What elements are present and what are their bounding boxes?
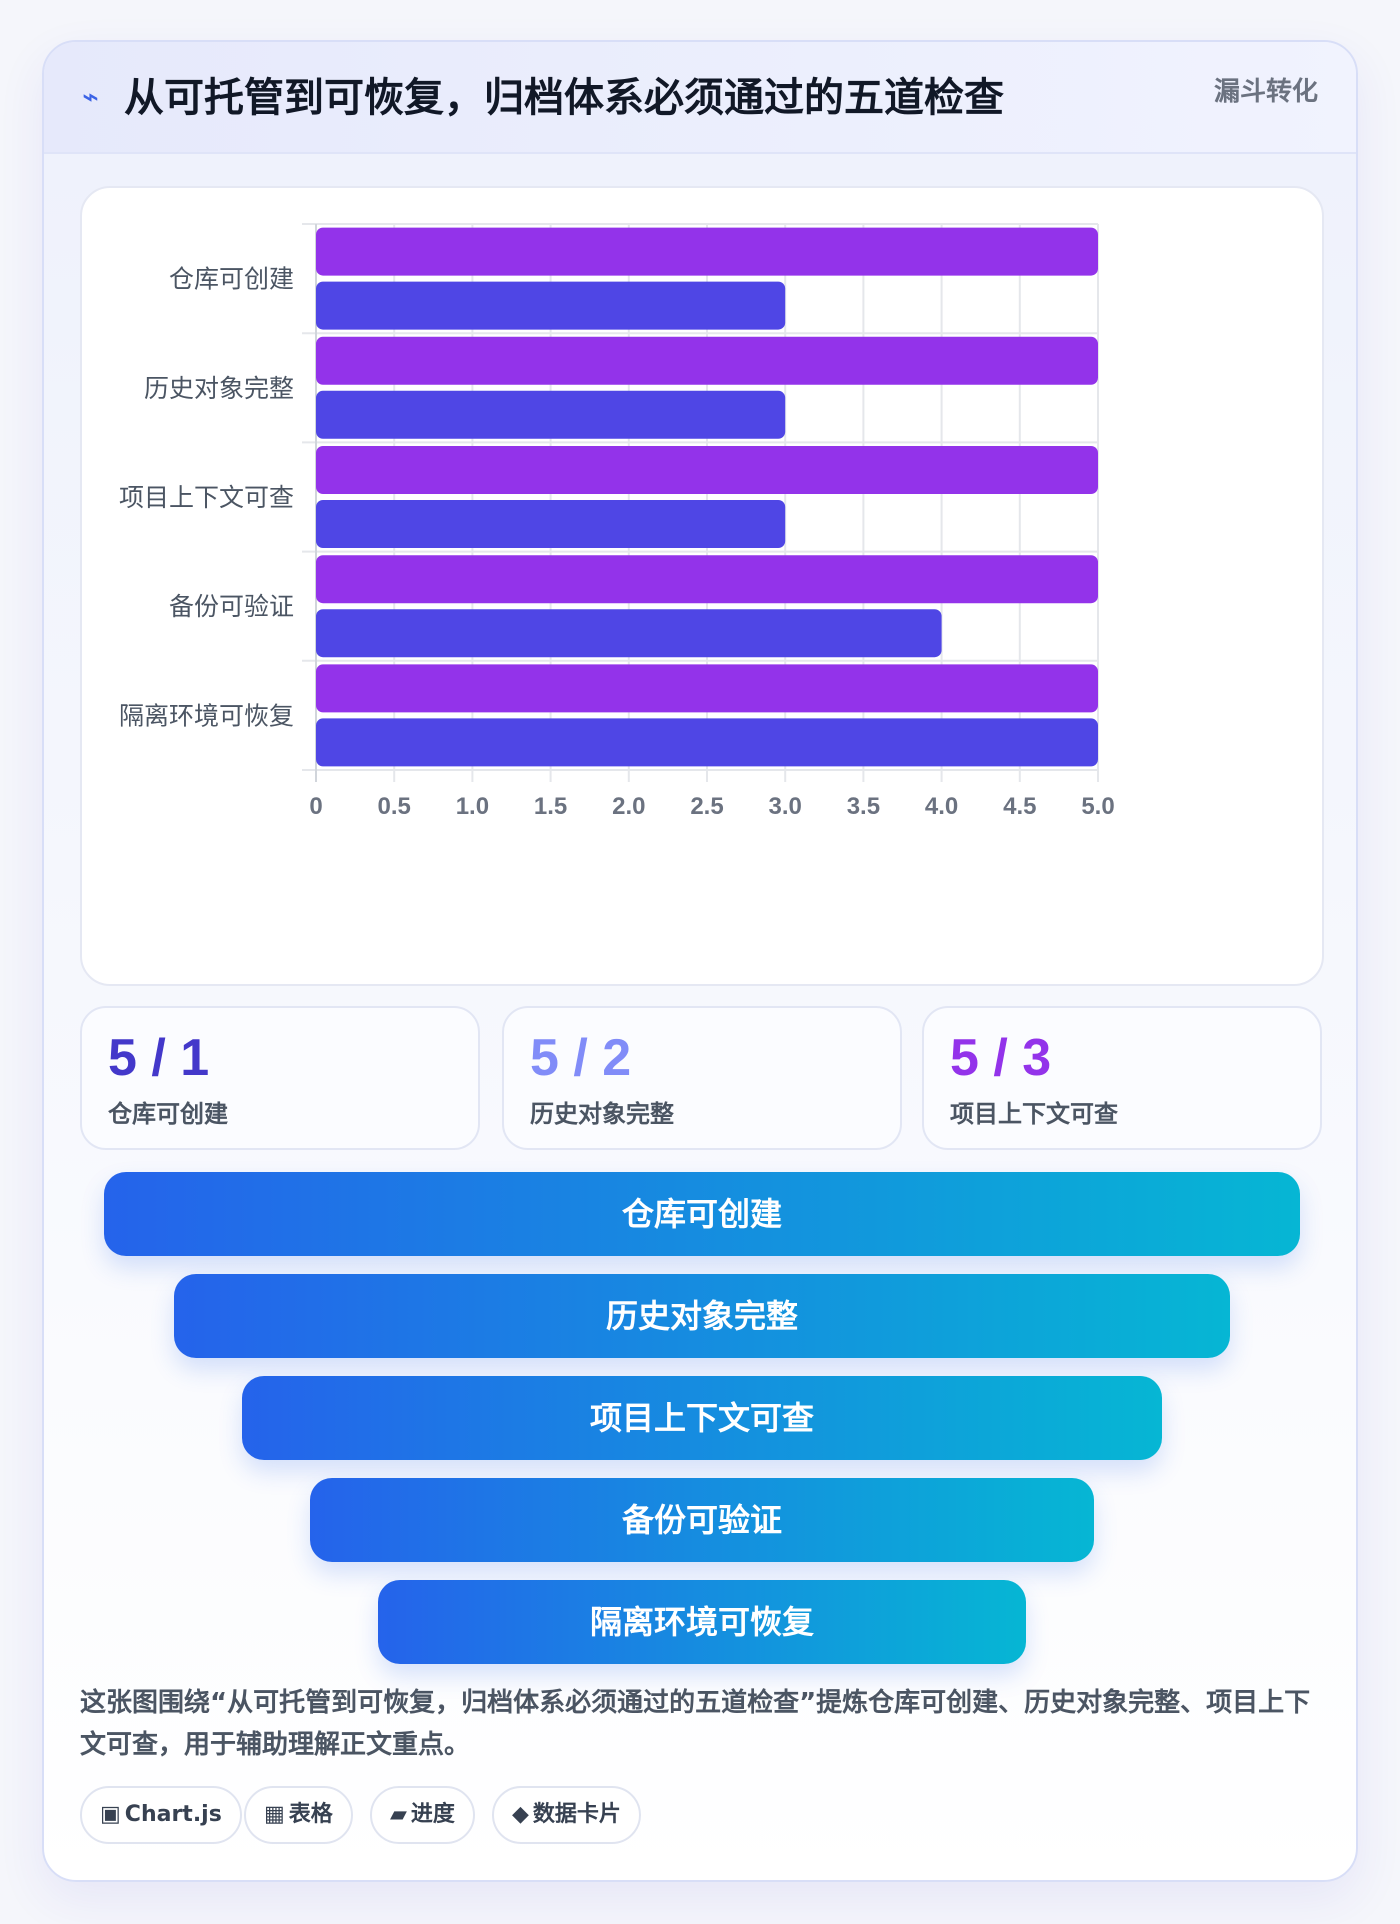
funnel-step: 历史对象完整	[174, 1274, 1230, 1358]
chip-label: 数据卡片	[532, 1802, 621, 1827]
description-text: 这张图围绕“从可托管到可恢复，归档体系必须通过的五道检查”提炼仓库可创建、历史对…	[80, 1688, 1311, 1760]
stat-label: 仓库可创建	[108, 1100, 228, 1128]
stat-card: 5 / 1 仓库可创建	[80, 1006, 480, 1150]
bar	[316, 390, 786, 439]
x-tick-label: 2.0	[612, 793, 645, 820]
chip-progress[interactable]: ▰ 进度	[370, 1786, 475, 1844]
card-header: ⌁ 从可托管到可恢复，归档体系必须通过的五道检查 漏斗转化	[44, 42, 1356, 154]
x-tick-label: 0	[309, 793, 322, 820]
bar	[316, 336, 1098, 385]
bar	[316, 446, 1098, 494]
chart-panel: 仓库可创建历史对象完整项目上下文可查备份可验证隔离环境可恢复 0 0.5 1.0 1.5…	[80, 186, 1324, 986]
progress-icon: ▰	[390, 1802, 407, 1827]
funnel-step: 隔离环境可恢复	[378, 1580, 1026, 1664]
funnel-step: 仓库可创建	[104, 1172, 1300, 1256]
bar	[316, 500, 786, 548]
stat-label: 项目上下文可查	[950, 1100, 1118, 1128]
x-tick-label: 4.5	[1003, 793, 1036, 820]
chip-label: 进度	[410, 1802, 455, 1827]
stat-card: 5 / 2 历史对象完整	[502, 1006, 902, 1150]
y-tick-label: 备份可验证	[169, 592, 294, 621]
y-tick-label: 隔离环境可恢复	[119, 701, 294, 730]
bar	[316, 227, 1098, 276]
page-title: 从可托管到可恢复，归档体系必须通过的五道检查	[124, 75, 1004, 121]
x-tick-label: 0.5	[378, 793, 411, 820]
x-tick-label: 4.0	[925, 793, 958, 820]
x-tick-label: 5.0	[1081, 793, 1114, 820]
bar	[316, 281, 786, 330]
stat-card: 5 / 3 项目上下文可查	[922, 1006, 1322, 1150]
stat-value: 5 / 2	[530, 1029, 632, 1087]
table-icon: ▦	[264, 1802, 285, 1827]
funnel-step: 项目上下文可查	[242, 1376, 1162, 1460]
chart-type-tag: 漏斗转化	[1213, 77, 1318, 107]
chip-chartjs[interactable]: ▣ Chart.js	[80, 1786, 242, 1844]
lightning-icon: ⌁	[82, 80, 99, 113]
x-tick-label: 1.5	[534, 793, 567, 820]
y-tick-label: 项目上下文可查	[119, 483, 294, 512]
x-tick-label: 3.0	[769, 793, 802, 820]
chip-label: Chart.js	[124, 1802, 222, 1827]
main-card: ⌁ 从可托管到可恢复，归档体系必须通过的五道检查 漏斗转化 仓库可创建历史对象完…	[42, 40, 1358, 1882]
x-tick-label: 3.5	[847, 793, 880, 820]
chip-table[interactable]: ▦ 表格	[244, 1786, 353, 1844]
stat-value: 5 / 1	[108, 1029, 210, 1087]
stats-row: 5 / 1 仓库可创建 5 / 2 历史对象完整 5 / 3 项目上下文可查	[80, 1006, 1324, 1150]
bar	[316, 664, 1098, 713]
bar	[316, 609, 942, 658]
chip-data-card[interactable]: ◆ 数据卡片	[492, 1786, 641, 1844]
x-tick-label: 2.5	[690, 793, 723, 820]
y-tick-label: 仓库可创建	[169, 265, 294, 294]
y-tick-label: 历史对象完整	[144, 374, 294, 403]
chart-icon: ▣	[100, 1802, 121, 1827]
funnel-step: 备份可验证	[310, 1478, 1094, 1562]
diamond-icon: ◆	[512, 1802, 529, 1827]
bar	[316, 555, 1098, 604]
stat-value: 5 / 3	[950, 1029, 1052, 1087]
stat-label: 历史对象完整	[530, 1100, 674, 1128]
bar	[316, 718, 1098, 767]
x-tick-label: 1.0	[456, 793, 489, 820]
chip-label: 表格	[288, 1802, 333, 1827]
